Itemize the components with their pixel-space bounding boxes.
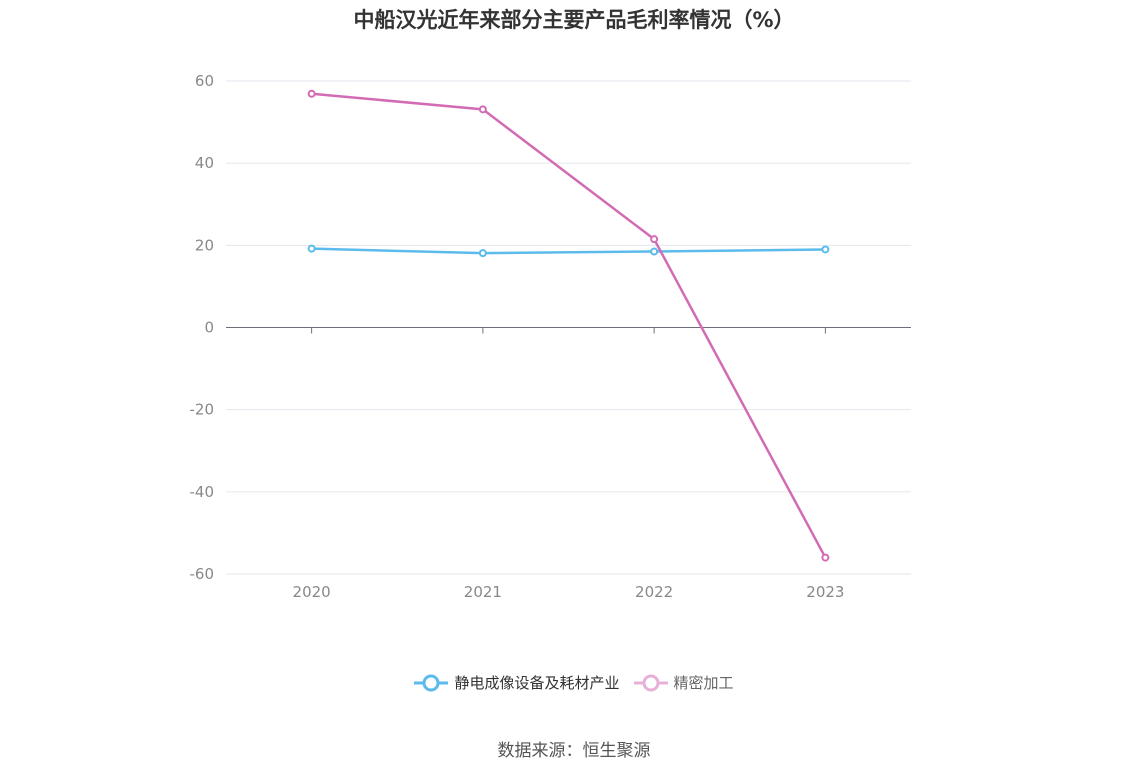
source-note: 数据来源：恒生聚源 bbox=[497, 741, 651, 761]
y-tick-label: 40 bbox=[195, 154, 214, 172]
data-point bbox=[821, 245, 830, 254]
x-tick-label: 2020 bbox=[293, 583, 331, 601]
tick-labels: 60 40 20 0 -20 -40 -60 2020 2021 2022 2023 bbox=[190, 72, 845, 601]
chart-title: 中船汉光近年来部分主要产品毛利率情况（%） bbox=[353, 8, 795, 32]
x-tick-label: 2023 bbox=[806, 583, 844, 601]
y-tick-label: 20 bbox=[195, 236, 214, 254]
series-layer bbox=[307, 89, 830, 562]
y-tick-label: -60 bbox=[190, 565, 215, 583]
legend: 静电成像设备及耗材产业 精密加工 bbox=[0, 672, 1148, 693]
legend-item-series-1[interactable]: 静电成像设备及耗材产业 bbox=[414, 672, 620, 693]
data-point bbox=[478, 105, 487, 114]
legend-marker-icon bbox=[633, 674, 668, 691]
data-point bbox=[478, 249, 487, 258]
legend-label: 静电成像设备及耗材产业 bbox=[454, 674, 620, 692]
y-tick-label: -20 bbox=[190, 401, 215, 419]
data-point bbox=[821, 553, 830, 562]
grid-lines bbox=[226, 80, 911, 575]
x-tick-label: 2021 bbox=[464, 583, 502, 601]
axes bbox=[226, 327, 911, 334]
y-tick-label: -40 bbox=[190, 483, 215, 501]
series-line-1 bbox=[311, 247, 826, 255]
data-point bbox=[650, 247, 659, 256]
data-point bbox=[307, 244, 316, 253]
legend-marker-icon bbox=[414, 674, 449, 691]
x-tick-label: 2022 bbox=[635, 583, 673, 601]
y-tick-label: 0 bbox=[204, 319, 214, 337]
data-point bbox=[307, 89, 316, 98]
legend-label: 精密加工 bbox=[673, 674, 734, 692]
legend-item-series-2[interactable]: 精密加工 bbox=[633, 672, 734, 693]
data-point bbox=[650, 235, 659, 244]
y-tick-label: 60 bbox=[195, 72, 214, 90]
line-chart: 60 40 20 0 -20 -40 -60 2020 2021 2022 2023 bbox=[190, 72, 911, 601]
series-line-2 bbox=[311, 92, 827, 559]
